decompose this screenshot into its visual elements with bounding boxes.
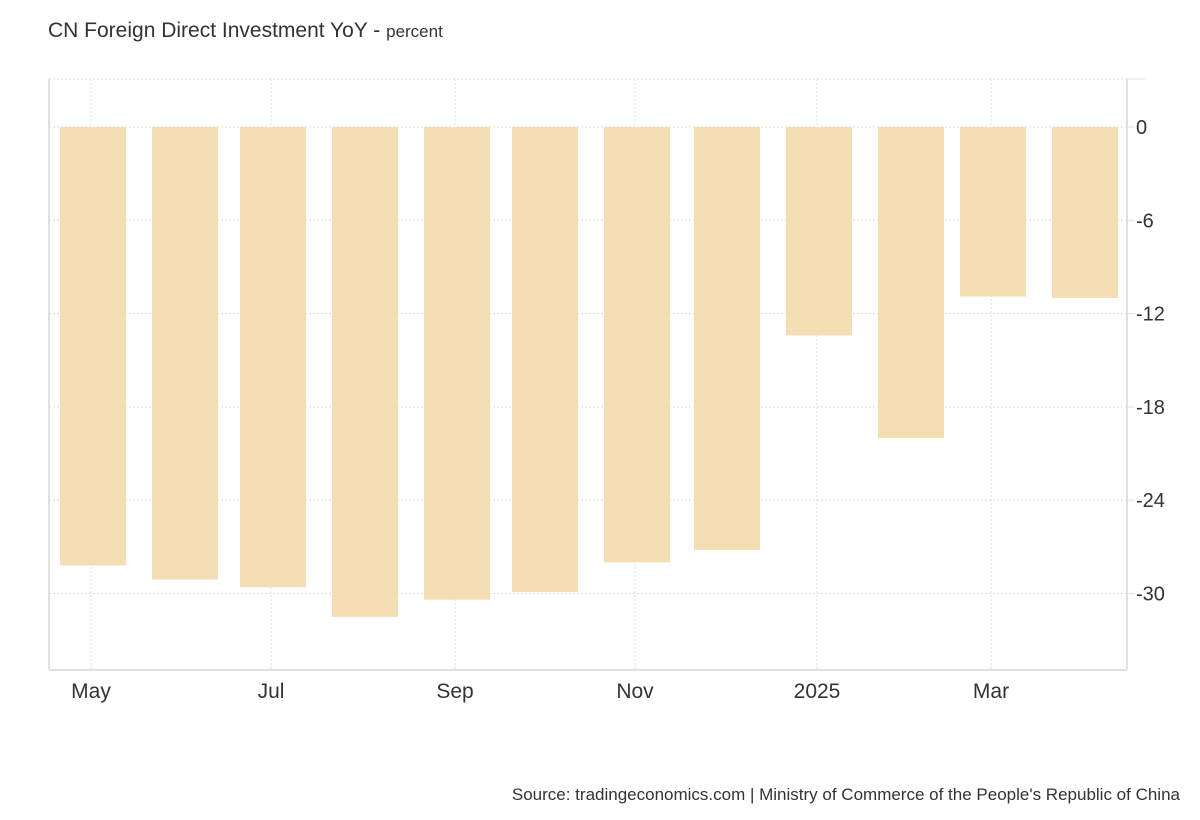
bar-sep-2024	[424, 127, 490, 600]
y-axis-labels: 0 -6 -12 -18 -24 -30	[1136, 117, 1165, 606]
bars	[60, 127, 1118, 617]
chart-title: CN Foreign Direct Investment YoY - perce…	[48, 19, 443, 43]
y-tick-label: -30	[1136, 584, 1165, 606]
axes	[48, 78, 1145, 671]
x-tick-label: May	[71, 680, 111, 703]
bar-jun-2024	[152, 127, 218, 580]
y-tick-label: -6	[1136, 210, 1154, 232]
y-tick-label: -12	[1136, 304, 1165, 326]
bar-apr-2025	[1052, 127, 1118, 299]
x-tick-label: Sep	[436, 680, 473, 703]
x-tick-label: 2025	[794, 680, 841, 703]
x-tick-label: Mar	[973, 680, 1009, 703]
x-tick-label: Nov	[616, 680, 654, 703]
bar-nov-2024	[604, 127, 670, 563]
y-tick-label: -18	[1136, 397, 1165, 419]
bar-oct-2024	[512, 127, 578, 592]
y-tick-label: -24	[1136, 490, 1165, 512]
bar-jul-2024	[240, 127, 306, 588]
x-axis-labels: May Jul Sep Nov 2025 Mar	[71, 680, 1009, 703]
bar-may-2024	[60, 127, 126, 566]
bar-dec-2024	[694, 127, 760, 550]
y-tick-label: 0	[1136, 117, 1147, 139]
chart-unit: percent	[386, 22, 443, 41]
title-separator: -	[367, 19, 387, 42]
bar-feb-2025	[878, 127, 944, 438]
chart-title-main: CN Foreign Direct Investment YoY	[48, 19, 368, 42]
bar-mar-2025	[960, 127, 1026, 297]
bar-jan-2025	[786, 127, 852, 336]
bar-aug-2024	[332, 127, 398, 617]
source-note: Source: tradingeconomics.com | Ministry …	[511, 785, 1180, 804]
x-tick-label: Jul	[258, 680, 285, 703]
